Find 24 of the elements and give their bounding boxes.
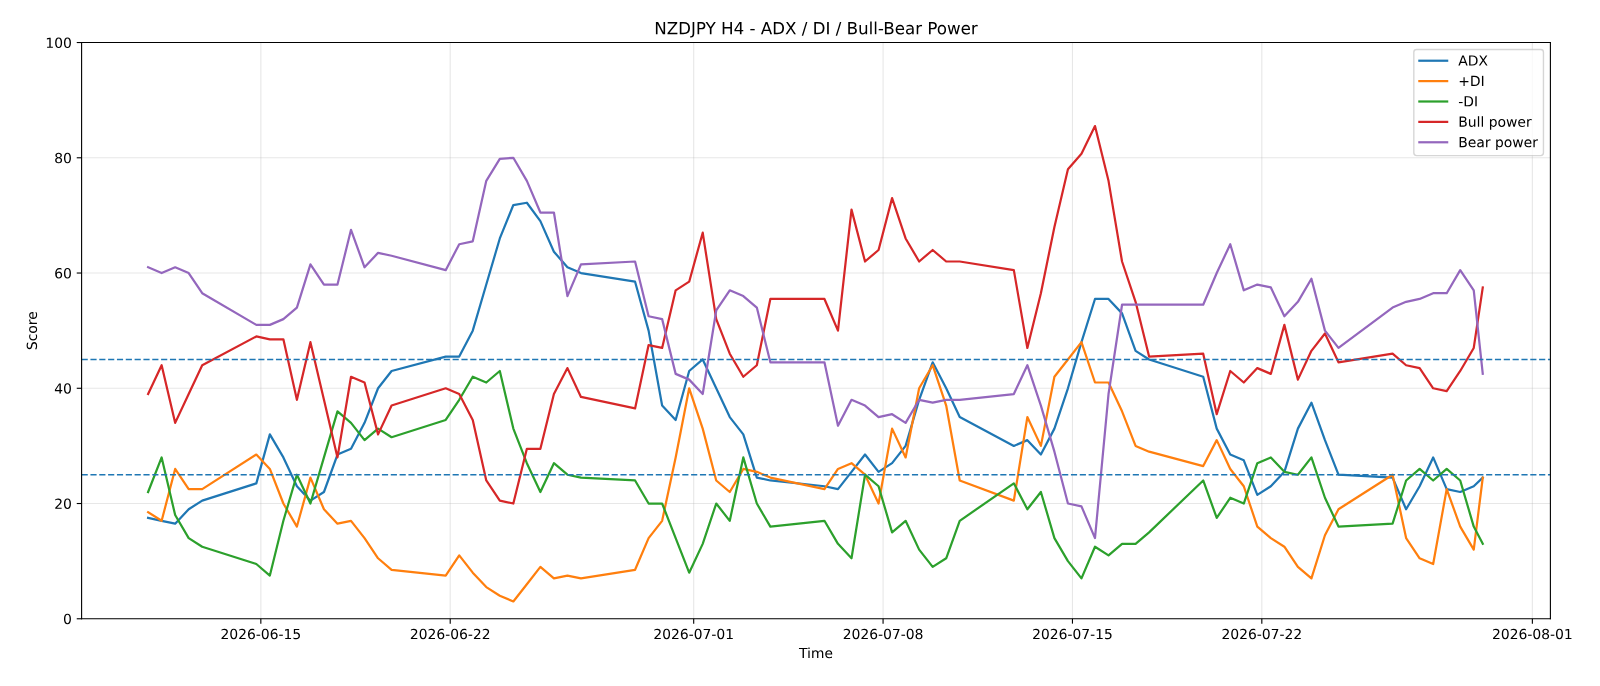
legend-label: Bear power bbox=[1459, 137, 1538, 151]
line-series bbox=[147, 369, 1484, 580]
chart-title: NZDJPY H4 - ADX / DI / Bull-Bear Power bbox=[655, 21, 978, 38]
y-tick-label: 80 bbox=[55, 152, 71, 164]
y-tick-label: 0 bbox=[63, 613, 71, 625]
y-tick-label: 40 bbox=[54, 383, 71, 394]
legend-label: +DI bbox=[1459, 75, 1484, 86]
line-series bbox=[147, 341, 1484, 603]
x-tick-label: 2026-06-22 bbox=[410, 628, 490, 640]
x-tick-label: 2026-07-15 bbox=[1033, 628, 1112, 640]
x-axis-title: Time bbox=[798, 647, 833, 659]
y-tick-label: 100 bbox=[46, 37, 71, 49]
x-tick-label: 2026-06-15 bbox=[221, 628, 300, 640]
legend-label: -DI bbox=[1458, 96, 1477, 107]
x-tick-label: 2026-07-01 bbox=[654, 628, 733, 640]
y-axis-title: Score bbox=[26, 311, 38, 350]
line-series bbox=[147, 156, 1484, 540]
y-tick-label: 20 bbox=[55, 498, 71, 509]
y-tick-label: 60 bbox=[55, 268, 71, 279]
legend-label: Bull power bbox=[1459, 116, 1532, 130]
x-tick-label: 2026-07-08 bbox=[843, 628, 923, 640]
legend-label: ADX bbox=[1458, 55, 1488, 66]
x-tick-label: 2026-07-22 bbox=[1222, 628, 1301, 640]
x-tick-label: 2026-08-01 bbox=[1493, 628, 1572, 640]
